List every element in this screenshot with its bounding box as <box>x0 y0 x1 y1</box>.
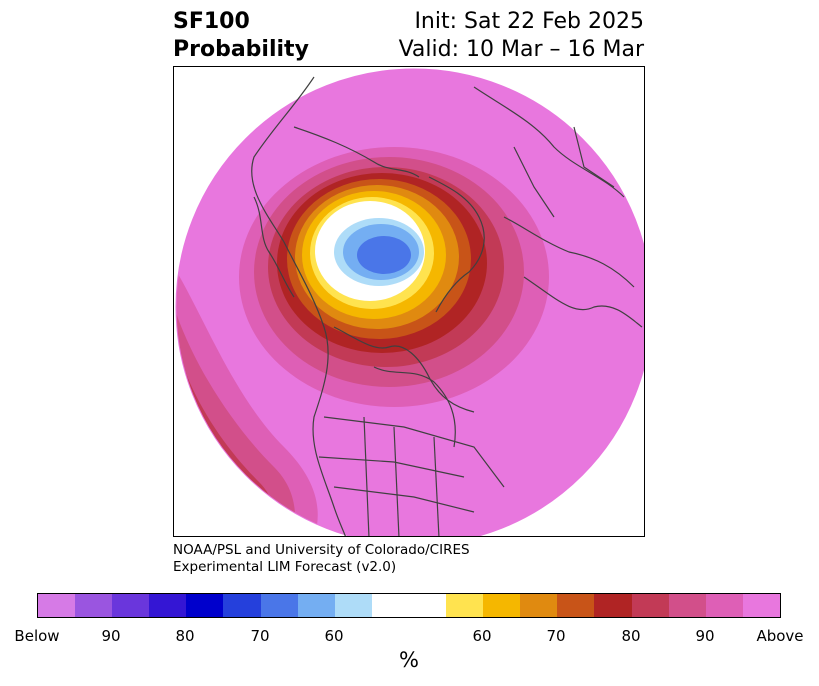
below-band-3 <box>357 236 411 274</box>
forecast-dates: Init: Sat 22 Feb 2025 Valid: 10 Mar – 16… <box>399 8 644 64</box>
colorbar-segment <box>668 594 706 617</box>
colorbar-tick-label: 70 <box>250 627 270 645</box>
colorbar-segment <box>371 594 447 617</box>
colorbar-segment <box>557 594 595 617</box>
map-title: SF100 Probability <box>173 8 309 64</box>
coastlines <box>251 76 643 536</box>
map-panel <box>173 66 645 537</box>
colorbar-segment <box>149 594 187 617</box>
colorbar-label: % <box>399 648 419 672</box>
product-name: Probability <box>173 37 309 62</box>
colorbar-segment <box>186 594 224 617</box>
colorbar-segment <box>594 594 632 617</box>
colorbar-tick-label: 80 <box>175 627 195 645</box>
credit-line-1: NOAA/PSL and University of Colorado/CIRE… <box>173 542 470 558</box>
colorbar-segment <box>38 594 76 617</box>
colorbar-tick-label: 60 <box>472 627 492 645</box>
colorbar-segment <box>742 594 780 617</box>
colorbar-tick-label: 80 <box>621 627 641 645</box>
probability-field <box>176 69 644 536</box>
colorbar-tick-label: 70 <box>546 627 566 645</box>
colorbar-tick-label: 90 <box>101 627 121 645</box>
colorbar-segment <box>112 594 150 617</box>
colorbar-tick-label: Above <box>756 627 804 645</box>
polar-map <box>175 68 644 536</box>
colorbar-segment <box>75 594 113 617</box>
colorbar-segment <box>297 594 335 617</box>
variable-name: SF100 <box>173 9 250 34</box>
init-date: Init: Sat 22 Feb 2025 <box>414 9 644 34</box>
colorbar-segment <box>223 594 261 617</box>
valid-range: Valid: 10 Mar – 16 Mar <box>398 37 644 62</box>
colorbar-segment <box>520 594 558 617</box>
map-edge <box>175 68 644 536</box>
colorbar-segment <box>446 594 484 617</box>
colorbar <box>37 593 781 618</box>
colorbar-segment <box>631 594 669 617</box>
colorbar-segment <box>334 594 372 617</box>
colorbar-tick-label: 60 <box>324 627 344 645</box>
credit-text: NOAA/PSL and University of Colorado/CIRE… <box>173 542 470 576</box>
colorbar-tick-label: Below <box>14 627 60 645</box>
colorbar-segment <box>705 594 743 617</box>
credit-line-2: Experimental LIM Forecast (v2.0) <box>173 559 397 575</box>
colorbar-segment <box>260 594 298 617</box>
west-band-7 <box>176 427 204 536</box>
colorbar-segment <box>483 594 521 617</box>
colorbar-tick-label: 90 <box>695 627 715 645</box>
